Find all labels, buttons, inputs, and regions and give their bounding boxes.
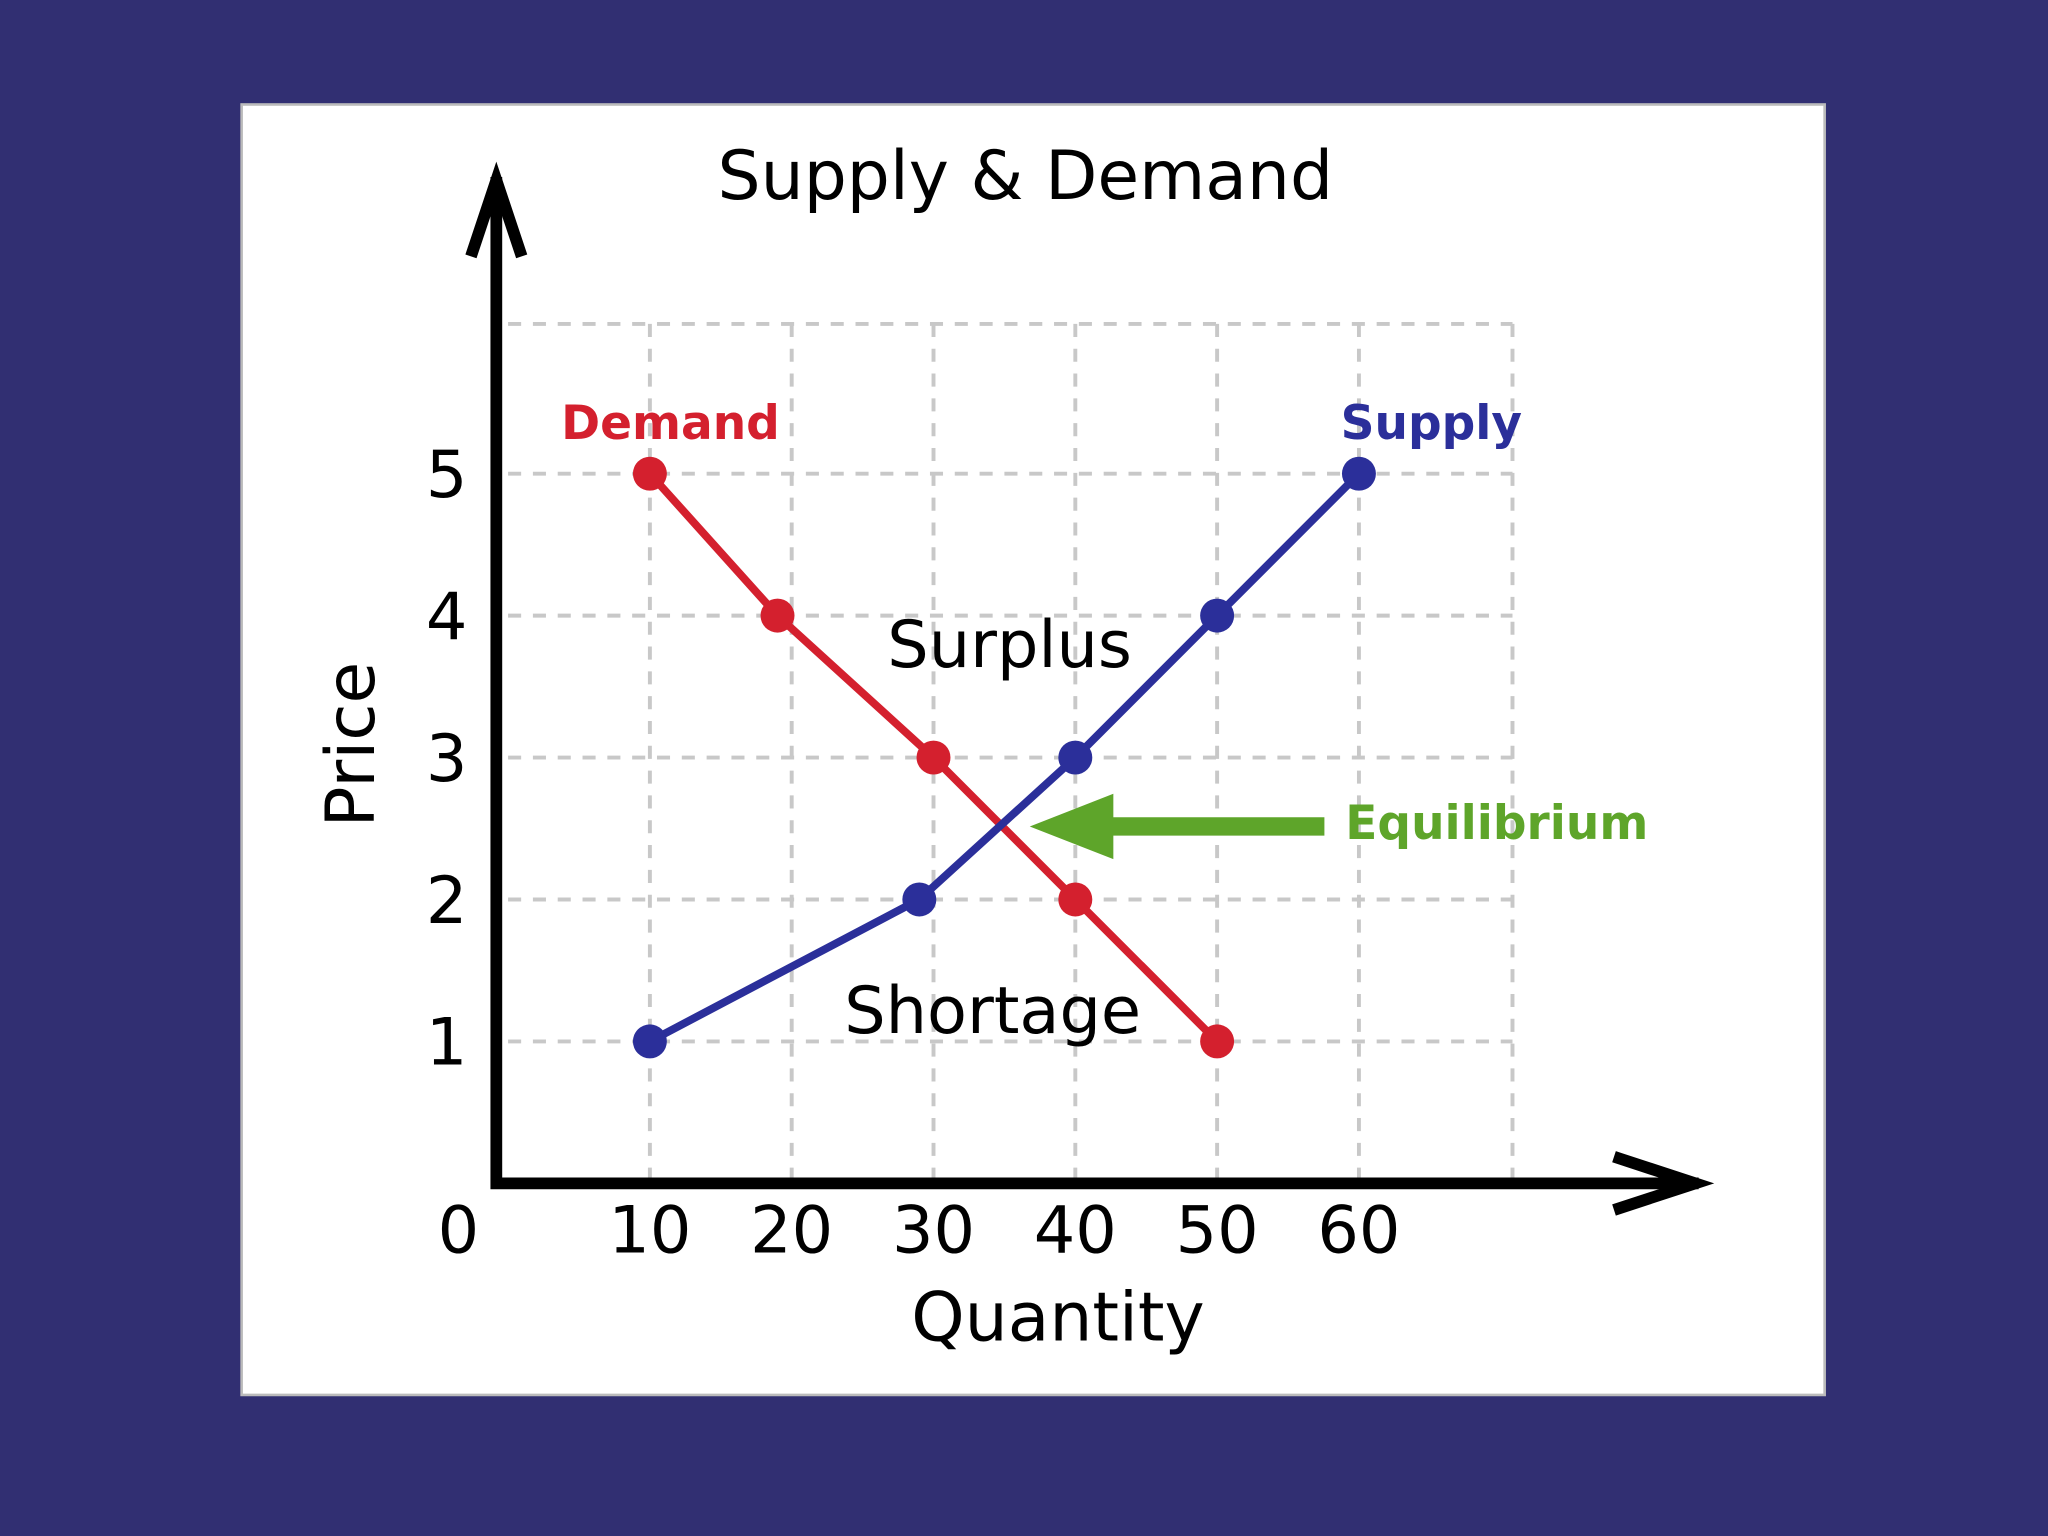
data-point	[1341, 456, 1376, 491]
y-axis-arrow	[465, 161, 528, 259]
axes	[465, 161, 1715, 1216]
x-tick-label: 20	[750, 1192, 833, 1268]
x-tick-label: 10	[608, 1192, 691, 1268]
x-tick-label: 60	[1317, 1192, 1400, 1268]
y-tick-label: 1	[426, 1005, 468, 1081]
y-tick-label: 2	[426, 863, 468, 939]
plot	[632, 456, 1376, 1059]
y-axis-label: Price	[312, 662, 391, 828]
chart-title: Supply & Demand	[718, 137, 1334, 216]
series-label: Supply	[1341, 396, 1522, 451]
equilibrium-arrow-head	[1029, 793, 1114, 860]
data-point	[1200, 1024, 1235, 1059]
x-tick-label: 0	[438, 1192, 480, 1268]
x-tick-label: 50	[1176, 1192, 1259, 1268]
data-point	[632, 1024, 667, 1059]
y-tick-label: 5	[426, 437, 468, 513]
data-point	[760, 598, 795, 633]
shortage-label: Shortage	[844, 973, 1141, 1049]
data-point	[1200, 598, 1235, 633]
equilibrium-label: Equilibrium	[1345, 796, 1648, 851]
y-tick-label: 3	[426, 721, 468, 797]
data-point	[902, 882, 937, 917]
x-tick-label: 40	[1034, 1192, 1117, 1268]
axis-lines	[490, 176, 1699, 1190]
data-point	[1058, 882, 1093, 917]
data-point	[1058, 740, 1093, 775]
y-tick-label: 4	[426, 579, 468, 655]
data-point	[632, 456, 667, 491]
series-label: Demand	[561, 396, 780, 451]
surplus-label: Surplus	[887, 607, 1132, 683]
data-point	[916, 740, 951, 775]
x-tick-label: 30	[892, 1192, 975, 1268]
x-axis-arrow	[1612, 1151, 1715, 1216]
x-axis-label: Quantity	[911, 1278, 1204, 1357]
